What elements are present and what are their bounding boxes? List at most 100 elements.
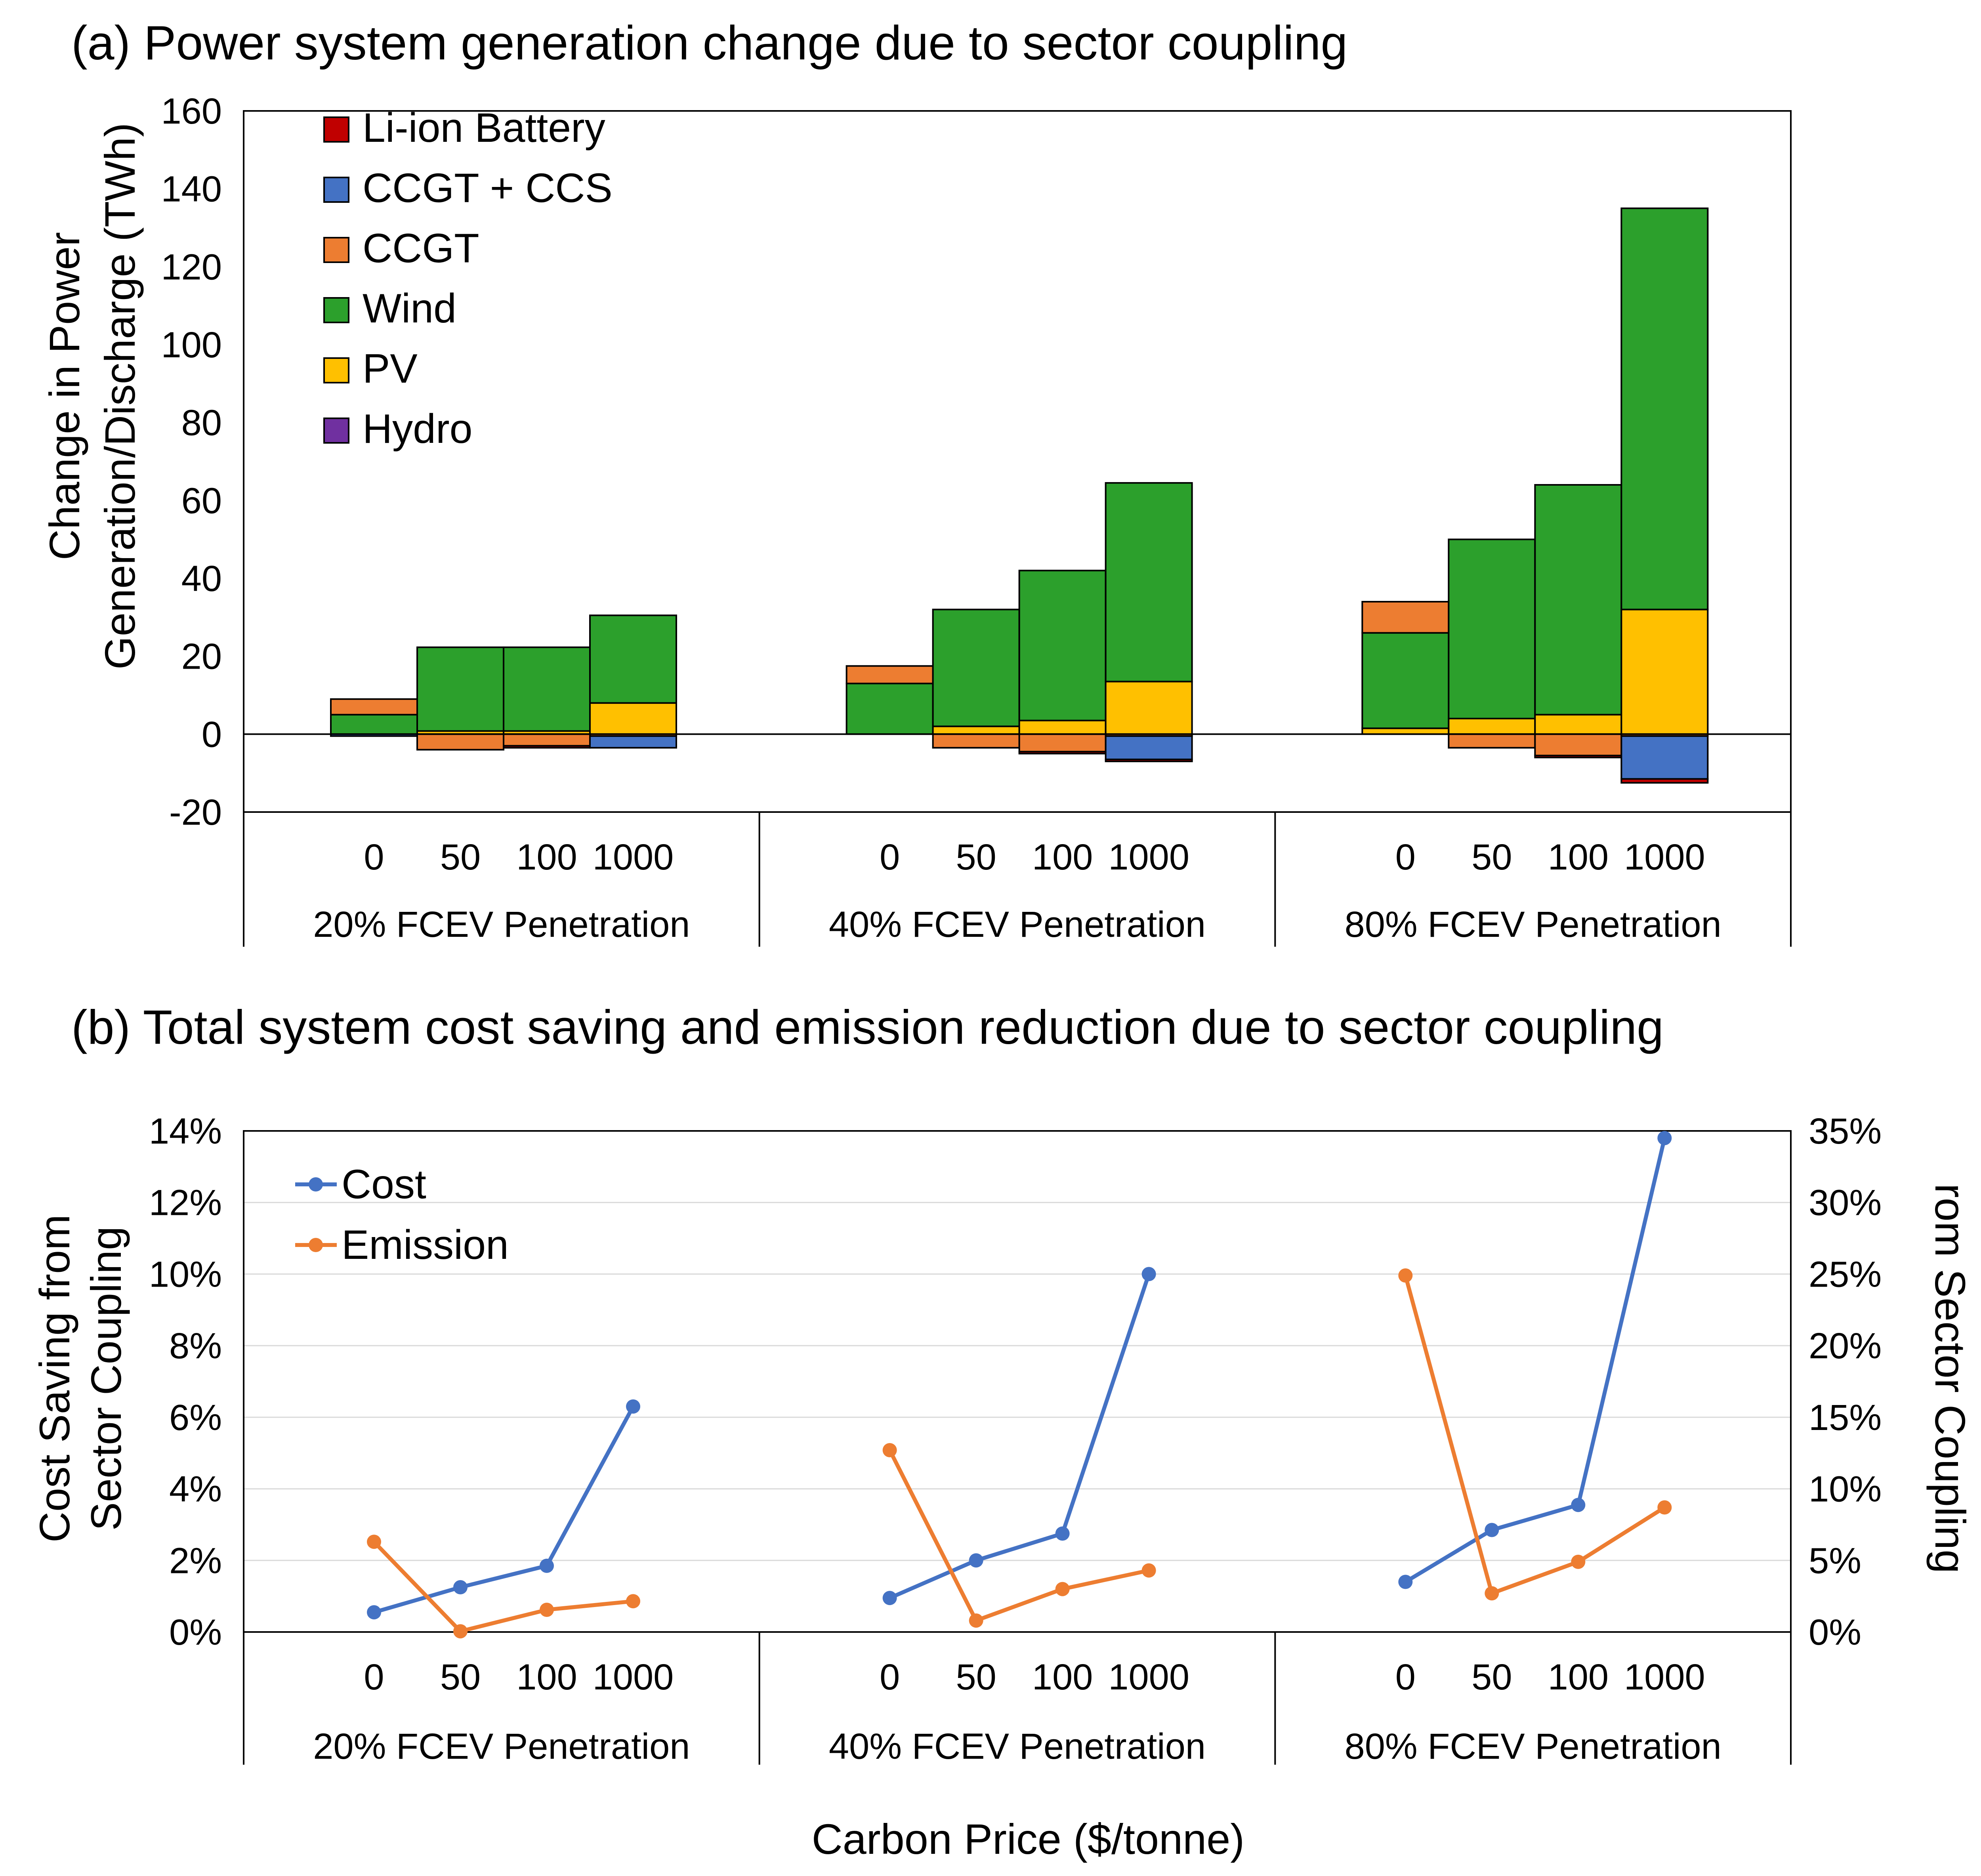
bar-wind (1361, 632, 1450, 729)
y-tick-label: 20 (181, 637, 222, 677)
bar-pv (1534, 714, 1622, 735)
panel-b-frame (243, 1130, 1792, 1765)
group-label: 80% FCEV Penetration (1345, 904, 1721, 945)
group-label: 40% FCEV Penetration (829, 1726, 1206, 1767)
category-label: 1000 (593, 837, 674, 877)
category-label: 100 (1548, 837, 1609, 877)
bar-ccgt (330, 698, 418, 716)
panel-b-y2-axis-label-line2: rom Sector Coupling (1926, 1184, 1974, 1573)
bar-ccgt (416, 733, 504, 751)
y-tick-label: 2% (169, 1540, 222, 1581)
cost-point (1398, 1575, 1413, 1589)
bar-wind (416, 646, 504, 732)
category-label: 0 (880, 837, 900, 877)
y-tick-label: 10% (149, 1254, 222, 1295)
emission-point (1141, 1563, 1156, 1578)
cost-point (1571, 1498, 1586, 1512)
bar-wind (1620, 207, 1709, 610)
legend-marker (309, 1238, 323, 1252)
category-label: 0 (1395, 837, 1416, 877)
legend-swatch (323, 177, 349, 203)
bar-wind (1018, 570, 1107, 721)
cost-point (969, 1553, 983, 1568)
y-tick-label: 8% (169, 1326, 222, 1366)
bar-pv (1448, 718, 1536, 735)
legend-label: Wind (363, 286, 456, 332)
legend-swatch (323, 116, 349, 143)
panel-a-y-axis-label-line1: Change in Power (40, 232, 88, 561)
emission-point (540, 1602, 554, 1617)
cost-line (889, 1273, 1151, 1600)
panel-b-legend: Cost Emission (295, 1161, 509, 1268)
bar-pv (1018, 719, 1107, 735)
panel-a-title: (a) Power system generation change due t… (71, 16, 1347, 70)
cost-line (1404, 1137, 1667, 1584)
category-label: 0 (880, 1657, 900, 1697)
bar-li-ion-battery (1105, 759, 1193, 763)
y-tick-label: 0% (169, 1612, 222, 1653)
y-tick-label: 80 (181, 403, 222, 443)
cost-point (1055, 1526, 1070, 1541)
plot-border (243, 1130, 1792, 1633)
bar-wind (589, 614, 677, 704)
cost-point (367, 1605, 381, 1620)
emission-point (1657, 1500, 1672, 1515)
bar-li-ion-battery (1534, 755, 1622, 759)
emission-line (888, 1449, 1149, 1623)
y2-tick-label: 20% (1809, 1326, 1882, 1366)
bar-wind (845, 683, 934, 735)
legend-label: Hydro (363, 406, 472, 452)
legend-label: Cost (342, 1161, 426, 1207)
category-label: 0 (1395, 1657, 1416, 1697)
y2-tick-label: 25% (1809, 1254, 1882, 1295)
panel-b-y-axis-label-line2: Sector Coupling (82, 1226, 130, 1531)
plot-border (243, 110, 1792, 813)
legend-label: CCGT + CCS (363, 165, 613, 211)
y-tick-label: 40 (181, 559, 222, 599)
emission-point (1398, 1268, 1413, 1283)
emission-point (969, 1613, 983, 1628)
y-tick-label: -20 (169, 792, 222, 833)
bar-ccgt-ccs (1620, 735, 1709, 780)
legend-swatch (323, 237, 349, 263)
y2-tick-label: 15% (1809, 1397, 1882, 1438)
y-tick-label: 140 (161, 169, 222, 210)
bar-wind (1534, 484, 1622, 716)
bar-pv (1620, 608, 1709, 735)
legend-label: CCGT (363, 225, 479, 271)
bar-pv (589, 702, 677, 735)
bar-ccgt (845, 665, 934, 684)
panel-a-legend: Li-ion Battery CCGT + CCS CCGT Wind PV Hydro (323, 105, 613, 452)
y2-tick-label: 35% (1809, 1111, 1882, 1152)
bar-ccgt (1018, 733, 1107, 753)
cost-point (540, 1558, 554, 1573)
bar-pv (1105, 681, 1193, 735)
category-label: 100 (516, 1657, 577, 1697)
panel-a-bar-chart: (a) Power system generation change due t… (40, 16, 1792, 947)
y-tick-label: 160 (161, 91, 222, 132)
category-label: 50 (1471, 1657, 1512, 1697)
bar-ccgt (1448, 733, 1536, 749)
legend-swatch (323, 357, 349, 383)
category-label: 50 (1471, 837, 1512, 877)
y-tick-label: 12% (149, 1183, 222, 1223)
panel-b-gridlines (244, 1130, 1791, 1633)
category-label: 0 (364, 1657, 384, 1697)
bar-li-ion-battery (1620, 778, 1709, 784)
category-label: 1000 (593, 1657, 674, 1697)
category-label: 100 (516, 837, 577, 877)
panel-a-y-ticks: -20 0 20 40 60 80 100 120 140 160 (161, 91, 222, 833)
emission-point (453, 1624, 468, 1639)
group-label: 40% FCEV Penetration (829, 904, 1206, 945)
legend-label: PV (363, 346, 418, 392)
category-label: 1000 (1624, 1657, 1705, 1697)
y2-tick-label: 10% (1809, 1469, 1882, 1510)
bar-wind (330, 714, 418, 735)
y-tick-label: 6% (169, 1397, 222, 1438)
bar-li-ion-battery (503, 745, 591, 749)
y-tick-label: 60 (181, 480, 222, 521)
bar-ccgt (503, 733, 591, 747)
cost-point (626, 1399, 640, 1414)
panel-b-y2-axis-label-line1: Emission Reduction (1978, 1190, 1981, 1567)
